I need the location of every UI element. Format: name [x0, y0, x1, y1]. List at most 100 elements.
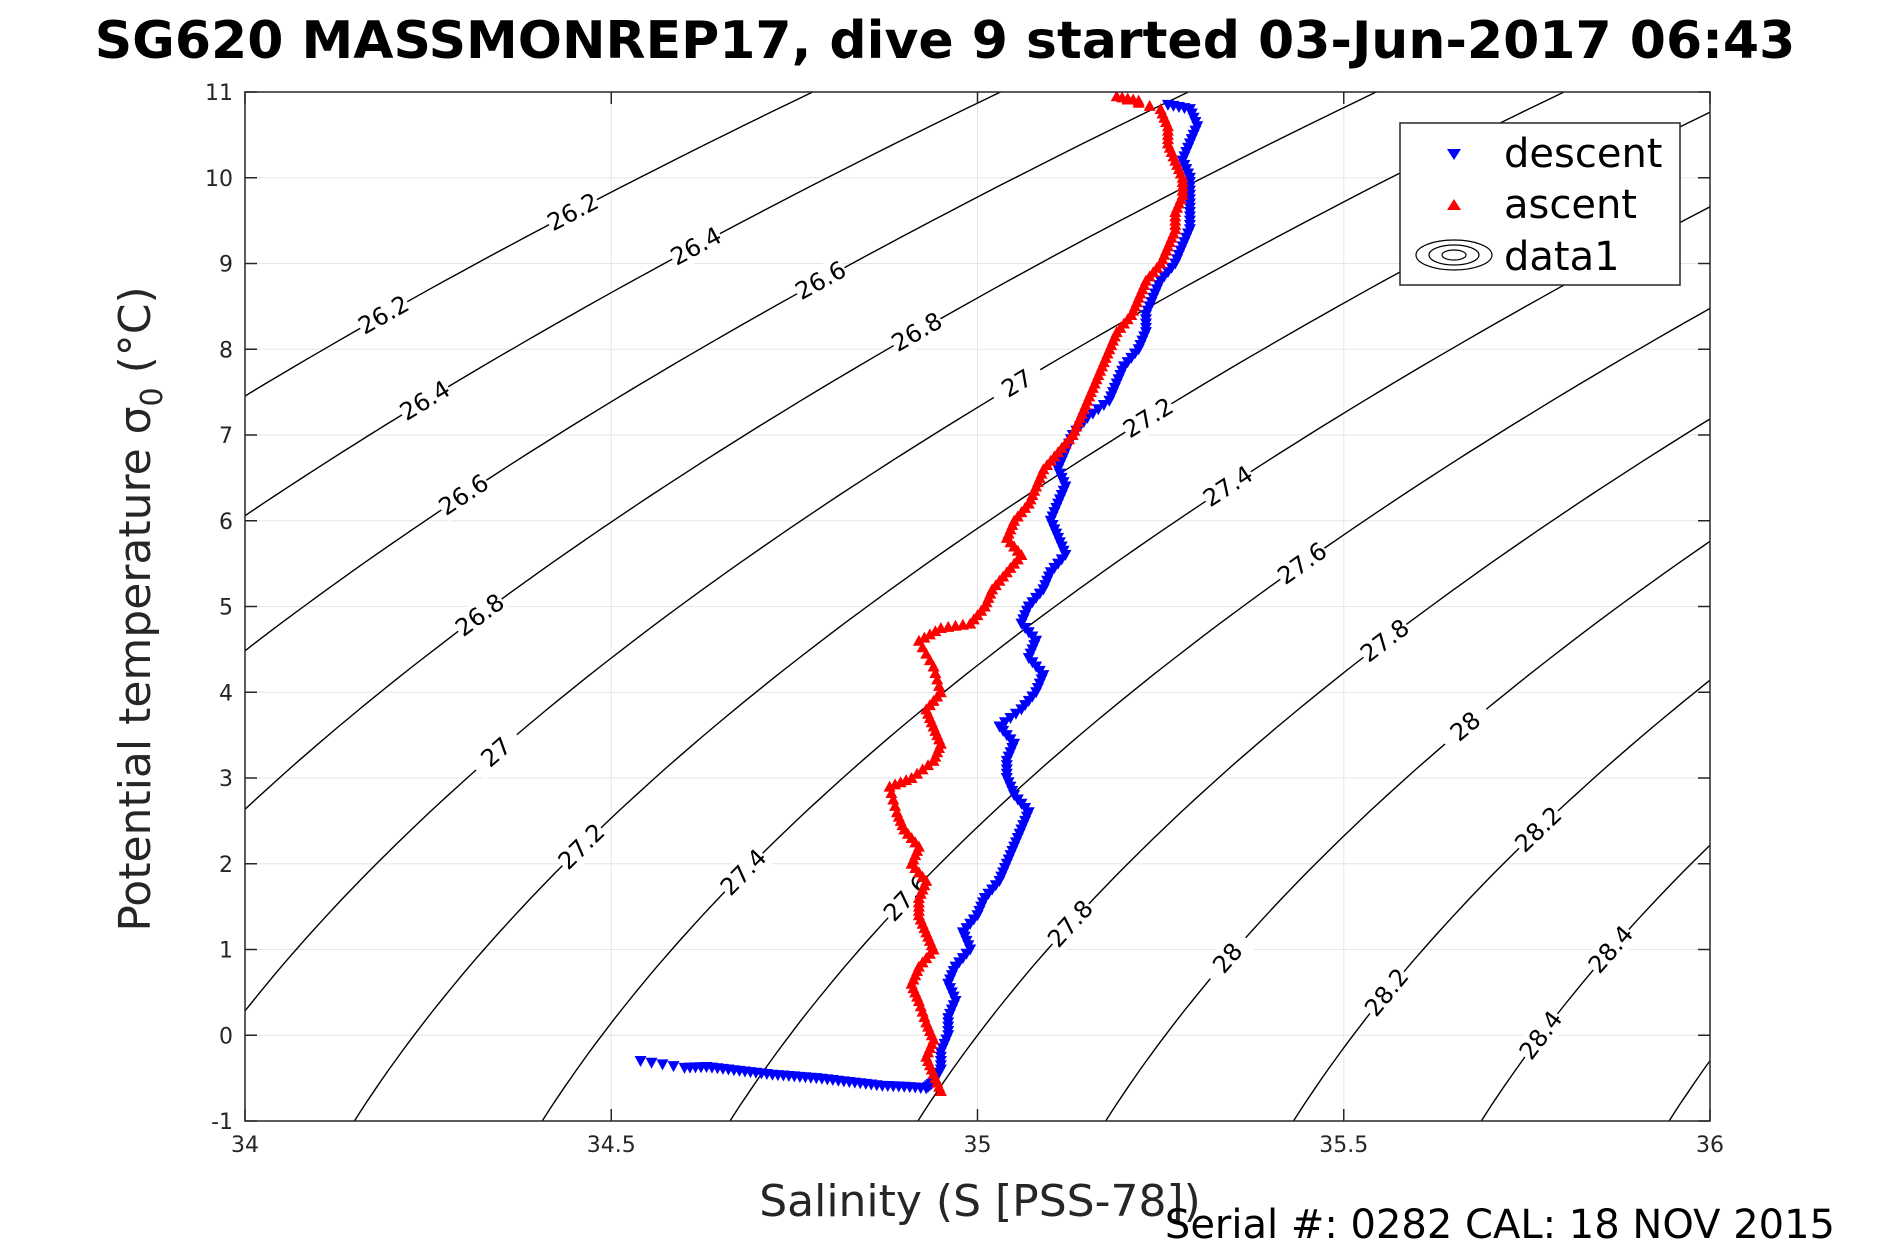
y-axis-label-unit: (°C) [110, 286, 161, 387]
contour-label-background [394, 374, 456, 427]
y-tick-label: 1 [219, 939, 233, 964]
serial-calibration-footer: Serial #: 0282 CAL: 18 NOV 2015 [1165, 1202, 1835, 1248]
ascent-point [931, 673, 944, 685]
contour-label-background [353, 289, 415, 341]
contour-label-background [665, 221, 727, 272]
contour-label-background [433, 468, 495, 522]
ascent-point [890, 806, 903, 818]
y-tick-label: 7 [219, 424, 233, 449]
ascent-point [923, 628, 936, 640]
contour-label-background [1435, 698, 1496, 755]
contour-label-background [877, 868, 936, 928]
isopycnal-line [245, 92, 814, 397]
contour-label-background [1354, 613, 1415, 669]
ascent-point [933, 679, 946, 691]
y-axis-label-subscript: 0 [135, 387, 170, 406]
ascent-point [1132, 94, 1145, 106]
descent-point [1097, 399, 1110, 411]
y-tick-label: 5 [219, 596, 233, 621]
contour-label-background [1272, 536, 1333, 591]
legend-ascent-marker [1447, 199, 1461, 210]
legend-descent-marker [1447, 149, 1461, 160]
y-axis-label-main: Potential temperature σ [110, 406, 161, 931]
y-tick-label: 3 [219, 767, 233, 792]
y-axis-label: Potential temperature σ0 (°C) [110, 286, 170, 931]
descent-point [1092, 404, 1105, 416]
descent-point [993, 721, 1006, 733]
y-tick-label: 4 [219, 681, 233, 706]
ascent-point [1143, 99, 1156, 111]
contour-label-background [466, 724, 526, 781]
descent-point [645, 1057, 658, 1069]
isopycnal-line [917, 418, 1710, 1121]
legend-descent-label: descent [1504, 131, 1662, 177]
isopycnal-line [245, 92, 1189, 652]
descent-point [656, 1059, 669, 1071]
contour-label-background [1358, 962, 1415, 1023]
ascent-point [929, 666, 942, 678]
contour-label-background [1509, 800, 1568, 859]
y-tick-label: 11 [205, 81, 233, 106]
y-tick-label: 6 [219, 510, 233, 535]
x-tick-label: 34.5 [587, 1133, 636, 1158]
isopycnal-line [1292, 679, 1710, 1121]
x-tick-label: 35.5 [1319, 1133, 1368, 1158]
ascent-point [887, 793, 900, 805]
legend-box [1399, 122, 1681, 286]
ascent-point [912, 634, 925, 646]
ascent-point [911, 767, 924, 779]
ascent-point [920, 647, 933, 659]
y-tick-label: 0 [219, 1024, 233, 1049]
isopycnal-line [245, 92, 1001, 517]
contour-label-background [986, 357, 1048, 410]
y-tick-label: 10 [205, 167, 233, 192]
x-tick-label: 34 [231, 1133, 259, 1158]
contour-label-background [790, 255, 852, 306]
x-tick-label: 35 [964, 1133, 992, 1158]
descent-point [998, 717, 1011, 729]
legend-contour-label: data1 [1504, 234, 1620, 280]
contour-label-background [1117, 391, 1179, 444]
ascent-point [916, 763, 929, 775]
ascent-point [885, 787, 898, 799]
ascent-point [918, 631, 931, 643]
y-tick-label: -1 [211, 1110, 233, 1135]
ascent-point [922, 759, 935, 771]
y-tick-label: 2 [219, 853, 233, 878]
ascent-point [934, 686, 947, 698]
legend: descent ascent data1 [1399, 122, 1681, 286]
descent-point [667, 1061, 680, 1073]
descent-point [1161, 99, 1174, 111]
ascent-point [927, 660, 940, 672]
contour-label-background [552, 817, 611, 876]
ascent-point [929, 625, 942, 637]
contour-label-background [714, 843, 773, 902]
x-axis-label: Salinity (S [PSS-78]) [759, 1176, 1201, 1227]
descent-point [1086, 408, 1099, 420]
ascent-series [883, 92, 1189, 1096]
contour-label-background [1199, 928, 1257, 988]
contour-label-background [1582, 919, 1640, 980]
contour-label-background [1197, 459, 1259, 513]
contour-label-background [1513, 1005, 1569, 1066]
descent-series [634, 99, 1204, 1095]
contour-label-background [1041, 894, 1100, 954]
x-tick-label: 36 [1696, 1133, 1724, 1158]
ascent-point [905, 772, 918, 783]
ascent-point [923, 654, 936, 666]
isopycnal-line [729, 307, 1710, 1121]
y-tick-label: 8 [219, 338, 233, 363]
ascent-point [1154, 103, 1167, 115]
legend-contour-icon [1415, 239, 1493, 271]
legend-ascent-label: ascent [1504, 182, 1637, 228]
descent-point [634, 1055, 647, 1067]
isopycnal-line [245, 92, 1565, 1013]
ascent-point [916, 641, 929, 653]
contour-label-background [542, 187, 604, 238]
y-tick-label: 9 [219, 253, 233, 278]
descent-point [1004, 712, 1017, 724]
descent-point [1009, 708, 1022, 720]
contour-label-background [886, 306, 948, 358]
